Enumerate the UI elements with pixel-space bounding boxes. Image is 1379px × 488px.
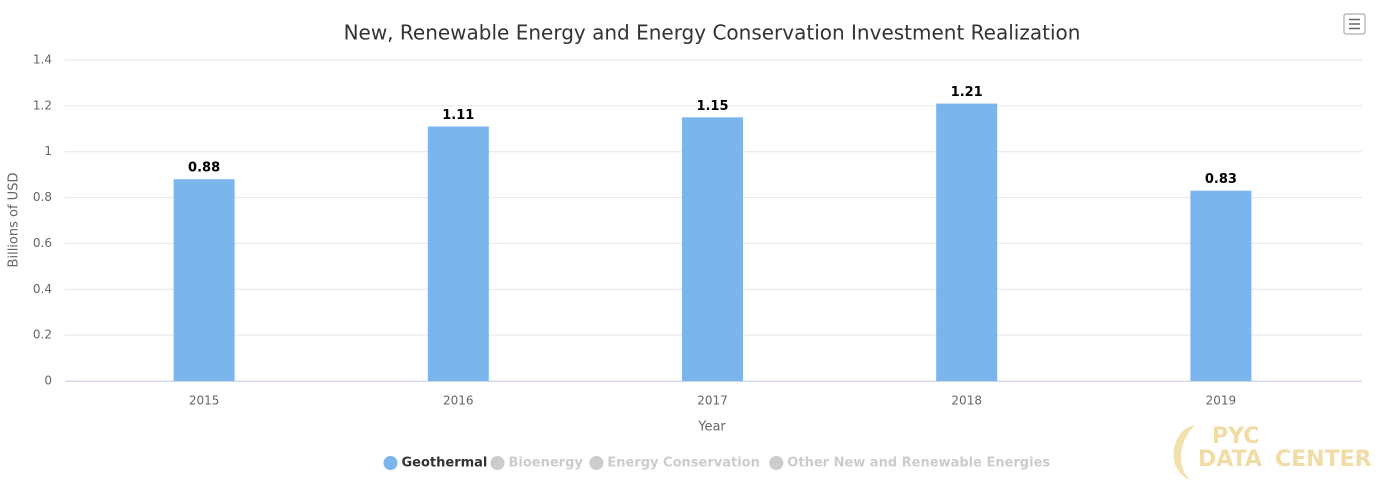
- data-label: 1.21: [951, 85, 983, 100]
- y-tick-label: 1.4: [33, 53, 52, 67]
- data-label: 1.11: [442, 108, 474, 123]
- y-tick-label: 1.2: [33, 98, 52, 112]
- bar: [936, 103, 998, 382]
- x-axis-title: Year: [697, 420, 726, 435]
- x-tick-label: 2019: [1206, 394, 1237, 408]
- bar: [173, 179, 235, 381]
- x-tick-label: 2016: [443, 394, 474, 408]
- legend-label[interactable]: Other New and Renewable Energies: [787, 456, 1050, 471]
- menu-button[interactable]: [1343, 13, 1366, 35]
- chart-title: New, Renewable Energy and Energy Conserv…: [344, 21, 1081, 45]
- data-label: 0.88: [188, 161, 220, 176]
- watermark-text: CENTER: [1275, 447, 1372, 472]
- data-label: 0.83: [1205, 172, 1237, 187]
- y-tick-label: 0.6: [33, 236, 52, 250]
- data-label: 1.15: [696, 99, 728, 114]
- legend-symbol[interactable]: [589, 456, 604, 470]
- watermark-text: PYC: [1212, 424, 1259, 449]
- legend-label[interactable]: Energy Conservation: [607, 456, 759, 471]
- y-tick-label: 0.8: [33, 190, 52, 204]
- legend-label[interactable]: Bioenergy: [509, 456, 584, 471]
- legend-symbol[interactable]: [490, 456, 505, 470]
- y-tick-label: 0.2: [33, 328, 52, 342]
- bar: [1190, 190, 1252, 381]
- y-axis-title: Billions of USD: [7, 173, 22, 268]
- watermark-text: DATA: [1198, 447, 1262, 472]
- x-tick-label: 2017: [697, 394, 728, 408]
- legend-label[interactable]: Geothermal: [402, 456, 488, 471]
- y-tick-label: 0.4: [33, 282, 52, 296]
- watermark-logo: [1173, 425, 1195, 480]
- legend-symbol[interactable]: [383, 456, 398, 470]
- bar: [682, 117, 743, 382]
- bar: [427, 126, 489, 381]
- y-tick-label: 1: [44, 144, 52, 158]
- x-tick-label: 2018: [951, 394, 982, 408]
- y-tick-label: 0: [44, 374, 52, 388]
- x-tick-label: 2015: [189, 394, 220, 408]
- legend-symbol[interactable]: [769, 456, 784, 470]
